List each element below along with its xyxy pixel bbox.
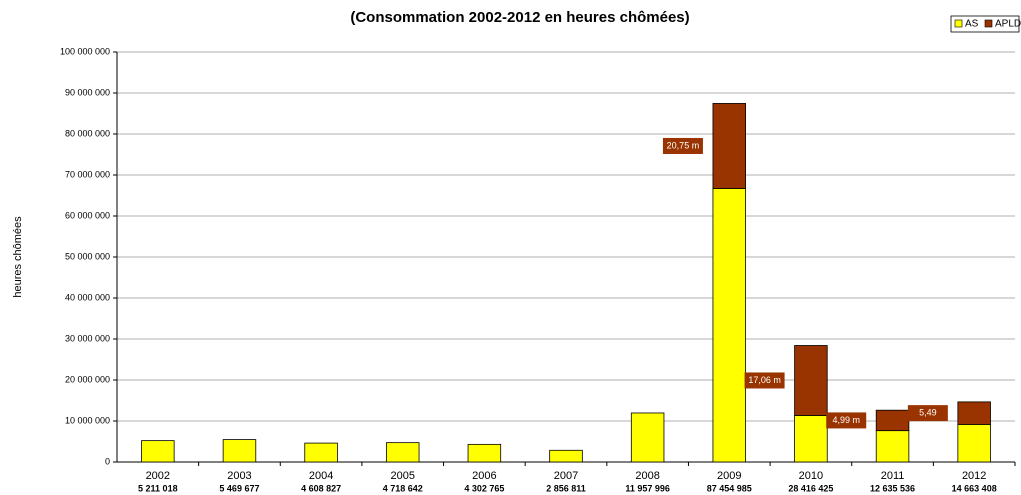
y-tick-label: 40 000 000 (65, 292, 110, 302)
y-tick-label: 60 000 000 (65, 210, 110, 220)
bar-segment (957, 423, 991, 463)
total-label: 28 416 425 (788, 483, 833, 493)
total-label: 5 211 018 (138, 483, 178, 493)
value-label-box (907, 405, 948, 422)
bar-segment (875, 430, 910, 463)
legend-swatch (984, 19, 993, 28)
x-tick-label: 2006 (472, 470, 496, 482)
bar-segment (304, 442, 338, 463)
x-tick-label: 2008 (635, 470, 659, 482)
x-tick-label: 2012 (962, 470, 986, 482)
x-tick-label: 2004 (309, 470, 333, 482)
y-axis-label: heures chômées (12, 216, 24, 298)
x-tick-label: 2007 (554, 470, 578, 482)
y-tick-label: 30 000 000 (65, 333, 110, 343)
x-tick-label: 2011 (881, 470, 905, 482)
value-label-box (744, 372, 785, 389)
y-tick-label: 0 (105, 456, 110, 466)
bar-segment (712, 188, 746, 463)
legend-label: APLD (995, 19, 1021, 30)
bar-segment (141, 440, 175, 463)
x-tick-label: 2003 (227, 470, 251, 482)
y-tick-label: 10 000 000 (65, 415, 110, 425)
total-label: 4 718 642 (383, 483, 423, 493)
bar-segment (630, 412, 665, 463)
bar-segment (794, 345, 828, 416)
value-label: 4,99 m (832, 415, 860, 425)
total-label: 12 635 536 (870, 483, 915, 493)
x-tick-label: 2005 (390, 470, 414, 482)
value-label: 20,75 m (667, 140, 700, 150)
total-label: 4 302 765 (464, 483, 504, 493)
value-label-box (662, 137, 703, 154)
bar-segment (794, 415, 828, 463)
y-tick-label: 50 000 000 (65, 251, 110, 261)
x-tick-label: 2009 (717, 470, 741, 482)
total-label: 11 957 996 (625, 483, 670, 493)
x-tick-label: 2002 (146, 470, 170, 482)
value-label: 5,49 (919, 408, 937, 418)
bar-segment (957, 401, 991, 425)
total-label: 5 469 677 (219, 483, 259, 493)
y-tick-label: 20 000 000 (65, 374, 110, 384)
total-label: 87 454 985 (707, 483, 752, 493)
total-label: 4 608 827 (301, 483, 341, 493)
bar-segment (712, 103, 746, 189)
bar-segment (875, 409, 910, 432)
bar-segment (385, 442, 420, 463)
value-label: 17,06 m (748, 375, 781, 385)
y-tick-label: 90 000 000 (65, 87, 110, 97)
legend-label: AS (965, 19, 979, 30)
total-label: 14 663 408 (952, 483, 997, 493)
legend-swatch (954, 19, 963, 28)
total-label: 2 856 811 (546, 483, 586, 493)
y-tick-label: 80 000 000 (65, 128, 110, 138)
bar-segment (549, 449, 583, 463)
x-tick-label: 2010 (799, 470, 823, 482)
bar-segment (467, 443, 502, 463)
chart-title: (Consommation 2002-2012 en heures chômée… (350, 9, 689, 26)
bar-segment (222, 439, 257, 463)
value-label-box (826, 412, 867, 429)
y-tick-label: 100 000 000 (60, 46, 110, 56)
y-tick-label: 70 000 000 (65, 169, 110, 179)
